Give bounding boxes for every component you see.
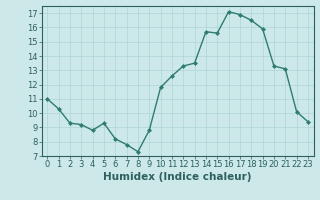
X-axis label: Humidex (Indice chaleur): Humidex (Indice chaleur) bbox=[103, 172, 252, 182]
